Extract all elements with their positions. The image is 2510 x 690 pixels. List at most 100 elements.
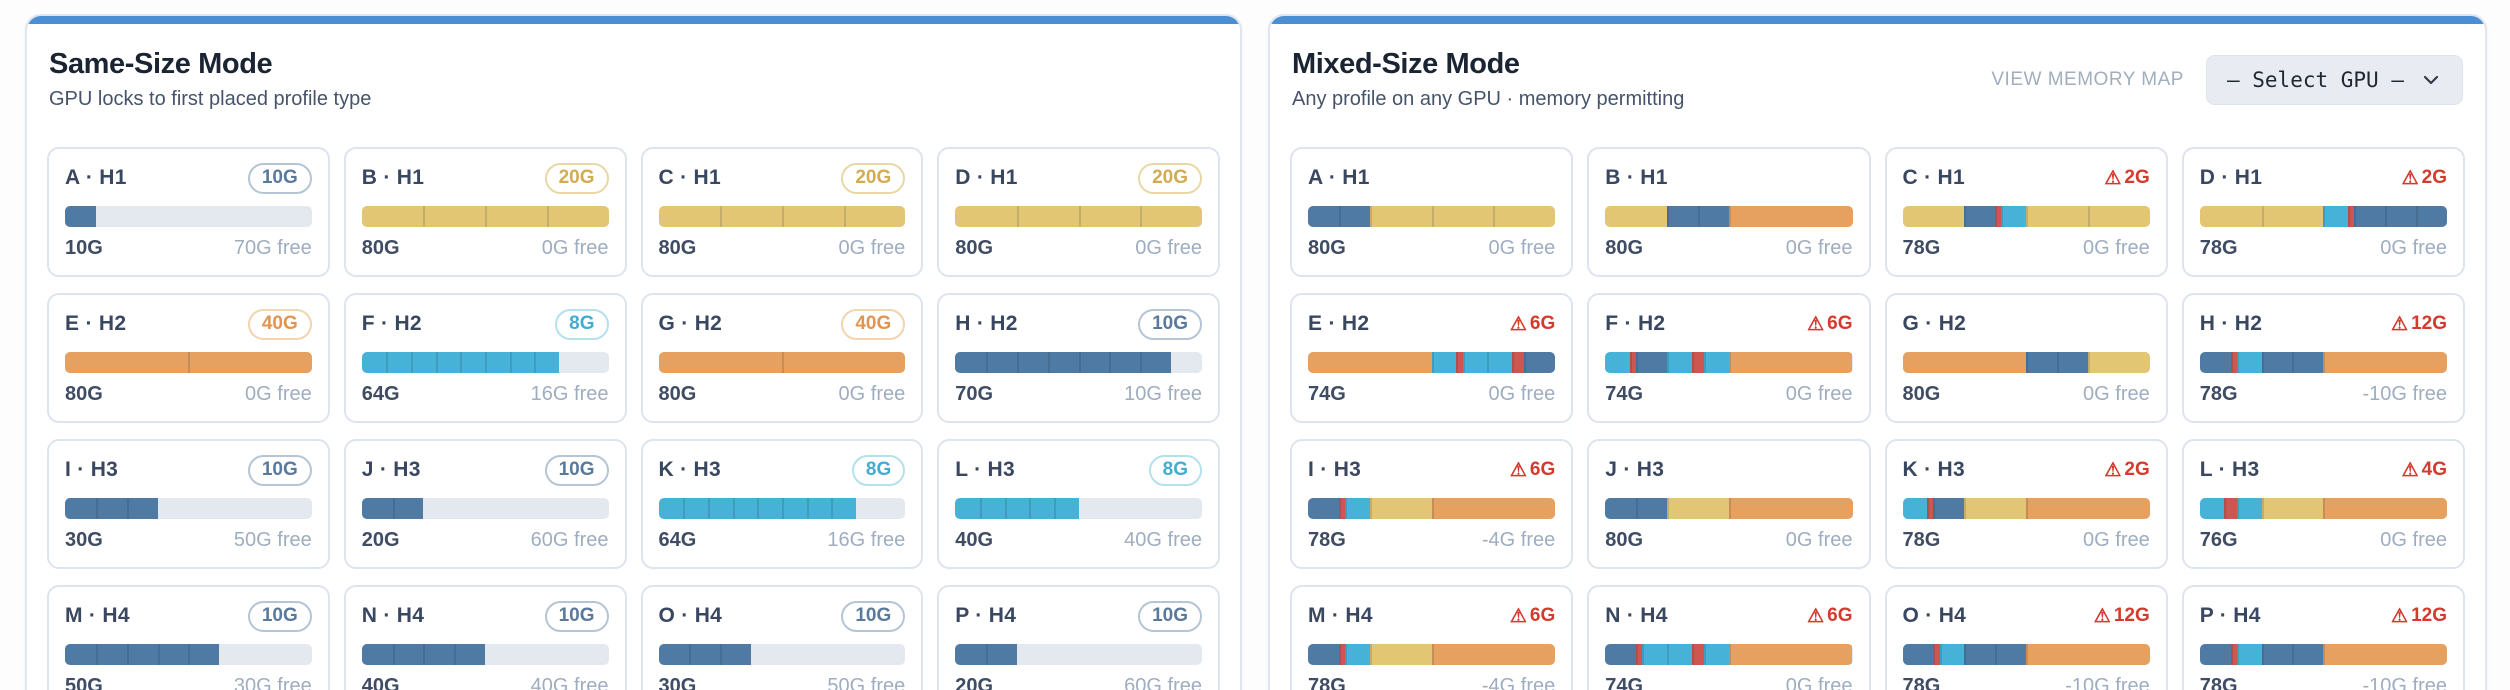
gpu-card[interactable]: H · H2 ⚠ 12G 78G -10G free — [2181, 293, 2465, 423]
gpu-card[interactable]: O · H4 ⚠ 12G 78G -10G free — [1884, 585, 2168, 690]
segment-10g — [454, 644, 486, 665]
gpu-card-name: P · H4 — [955, 604, 1017, 627]
gpu-card[interactable]: M · H4 10G 50G 30G free — [47, 585, 330, 690]
free-memory-label: -10G free — [2362, 383, 2447, 405]
segment-40g — [188, 352, 312, 373]
profile-size-badge: 10G — [544, 600, 609, 632]
gpu-card[interactable]: N · H4 10G 40G 40G free — [343, 585, 627, 690]
gpu-card[interactable]: E · H2 ⚠ 6G 74G 0G free — [1290, 293, 1574, 423]
segment-8g — [1345, 498, 1370, 519]
gpu-card[interactable]: L · H3 8G 40G 40G free — [937, 439, 1220, 569]
badge-label: 10G — [558, 604, 595, 626]
gpu-card-stats: 78G -4G free — [1308, 529, 1555, 552]
segment-wasted — [1456, 352, 1463, 373]
used-memory-label: 80G — [658, 237, 697, 259]
memory-bar — [955, 206, 1202, 227]
segment-10g — [392, 644, 424, 665]
gpu-card[interactable]: J · H3 10G 20G 60G free — [343, 439, 627, 569]
used-memory-label: 74G — [1605, 675, 1644, 690]
segment-10g — [1308, 644, 1339, 665]
gpu-card[interactable]: I · H3 10G 30G 50G free — [47, 439, 330, 569]
gpu-card[interactable]: L · H3 ⚠ 4G 76G 0G free — [2181, 439, 2465, 569]
gpu-card[interactable]: P · H4 10G 20G 60G free — [937, 585, 1220, 690]
gpu-card[interactable]: O · H4 10G 30G 50G free — [640, 585, 924, 690]
badge-label: 8G — [569, 312, 595, 334]
used-memory-label: 20G — [361, 529, 400, 551]
gpu-card-header: H · H2 10G — [955, 308, 1202, 340]
gpu-card[interactable]: G · H2 80G 0G free — [1884, 293, 2168, 423]
segment-8g — [806, 498, 832, 519]
gpu-card[interactable]: B · H1 20G 80G 0G free — [343, 147, 627, 277]
segment-10g — [361, 498, 393, 519]
gpu-card-header: L · H3 8G — [955, 454, 1202, 486]
segment-10g — [1995, 644, 2027, 665]
segment-10g — [2354, 206, 2386, 227]
memory-bar — [2199, 352, 2447, 373]
gpu-card[interactable]: K · H3 8G 64G 16G free — [640, 439, 924, 569]
badge-label: 20G — [855, 166, 892, 188]
used-memory-label: 70G — [955, 383, 994, 405]
gpu-card[interactable]: C · H1 20G 80G 0G free — [640, 147, 924, 277]
gpu-card-name: B · H1 — [361, 166, 425, 189]
segment-10g — [1636, 352, 1668, 373]
profile-size-badge: 10G — [247, 600, 312, 632]
gpu-card[interactable]: K · H3 ⚠ 2G 78G 0G free — [1884, 439, 2168, 569]
panel-mixed-size: Mixed-Size Mode Any profile on any GPU ·… — [1268, 14, 2487, 690]
segment-8g — [1487, 352, 1512, 373]
used-memory-label: 10G — [65, 237, 103, 259]
memory-bar — [2199, 206, 2447, 227]
free-memory-label: -4G free — [1481, 675, 1556, 690]
waste-warning-badge: ⚠ 12G — [2391, 605, 2447, 627]
gpu-card[interactable]: B · H1 80G 0G free — [1587, 147, 1871, 277]
gpu-card-stats: 78G -10G free — [2200, 383, 2447, 406]
gpu-card[interactable]: A · H1 10G 10G 70G free — [47, 147, 330, 277]
memory-bar — [1308, 498, 1556, 519]
used-memory-label: 78G — [2199, 675, 2238, 690]
segment-10g — [1308, 498, 1339, 519]
gpu-card[interactable]: I · H3 ⚠ 6G 78G -4G free — [1290, 439, 1574, 569]
free-memory-label: 0G free — [1785, 383, 1853, 405]
segment-20g — [1605, 206, 1668, 227]
gpu-card[interactable]: P · H4 ⚠ 12G 78G -10G free — [2181, 585, 2465, 690]
used-memory-label: 78G — [2199, 237, 2238, 259]
gpu-card[interactable]: G · H2 40G 80G 0G free — [640, 293, 924, 423]
used-memory-label: 80G — [1902, 383, 1941, 405]
segment-40g — [1728, 352, 1853, 373]
gpu-card[interactable]: F · H2 8G 64G 16G free — [343, 293, 627, 423]
segment-wasted — [2230, 644, 2237, 665]
gpu-card[interactable]: H · H2 10G 70G 10G free — [937, 293, 1220, 423]
gpu-card[interactable]: D · H1 ⚠ 2G 78G 0G free — [2181, 147, 2465, 277]
gpu-card[interactable]: E · H2 40G 80G 0G free — [47, 293, 330, 423]
view-memory-map-button[interactable]: VIEW MEMORY MAP — [1991, 68, 2184, 90]
memory-bar — [1308, 206, 1556, 227]
waste-warning-badge: ⚠ 12G — [2391, 313, 2447, 335]
gpu-card[interactable]: C · H1 ⚠ 2G 78G 0G free — [1884, 147, 2168, 277]
gpu-card[interactable]: M · H4 ⚠ 6G 78G -4G free — [1290, 585, 1574, 690]
segment-wasted — [1338, 498, 1346, 519]
gpu-card[interactable]: A · H1 80G 0G free — [1290, 147, 1574, 277]
panel-accent-bar — [27, 16, 1240, 24]
panel-same-size: Same-Size Mode GPU locks to first placed… — [25, 14, 1242, 690]
segment-10g — [1605, 498, 1637, 519]
memory-bar — [1308, 644, 1556, 665]
segment-wasted — [1927, 498, 1934, 519]
gpu-card[interactable]: J · H3 80G 0G free — [1587, 439, 1871, 569]
segment-20g — [2087, 352, 2150, 373]
segment-20g — [2261, 206, 2324, 227]
segment-8g — [2323, 206, 2349, 227]
badge-label: 6G — [1529, 459, 1556, 480]
memory-bar — [1605, 498, 1853, 519]
badge-label: 12G — [2411, 313, 2447, 334]
gpu-card-name: N · H4 — [1605, 604, 1668, 627]
gpu-grid-same-size: A · H1 10G 10G 70G free B · H1 20G 80G 0… — [27, 147, 1240, 690]
select-gpu-dropdown[interactable]: – Select GPU – — [2205, 54, 2463, 105]
gpu-card[interactable]: F · H2 ⚠ 6G 74G 0G free — [1587, 293, 1871, 423]
segment-8g — [1667, 644, 1692, 665]
select-gpu-value: – Select GPU – — [2226, 67, 2404, 92]
free-memory-label: 0G free — [2083, 529, 2150, 551]
gpu-card[interactable]: N · H4 ⚠ 6G 74G 0G free — [1587, 585, 1871, 690]
warning-icon: ⚠ — [1509, 459, 1527, 481]
gpu-card-stats: 40G 40G free — [955, 529, 1202, 552]
segment-20g — [1369, 644, 1432, 665]
gpu-card[interactable]: D · H1 20G 80G 0G free — [937, 147, 1220, 277]
